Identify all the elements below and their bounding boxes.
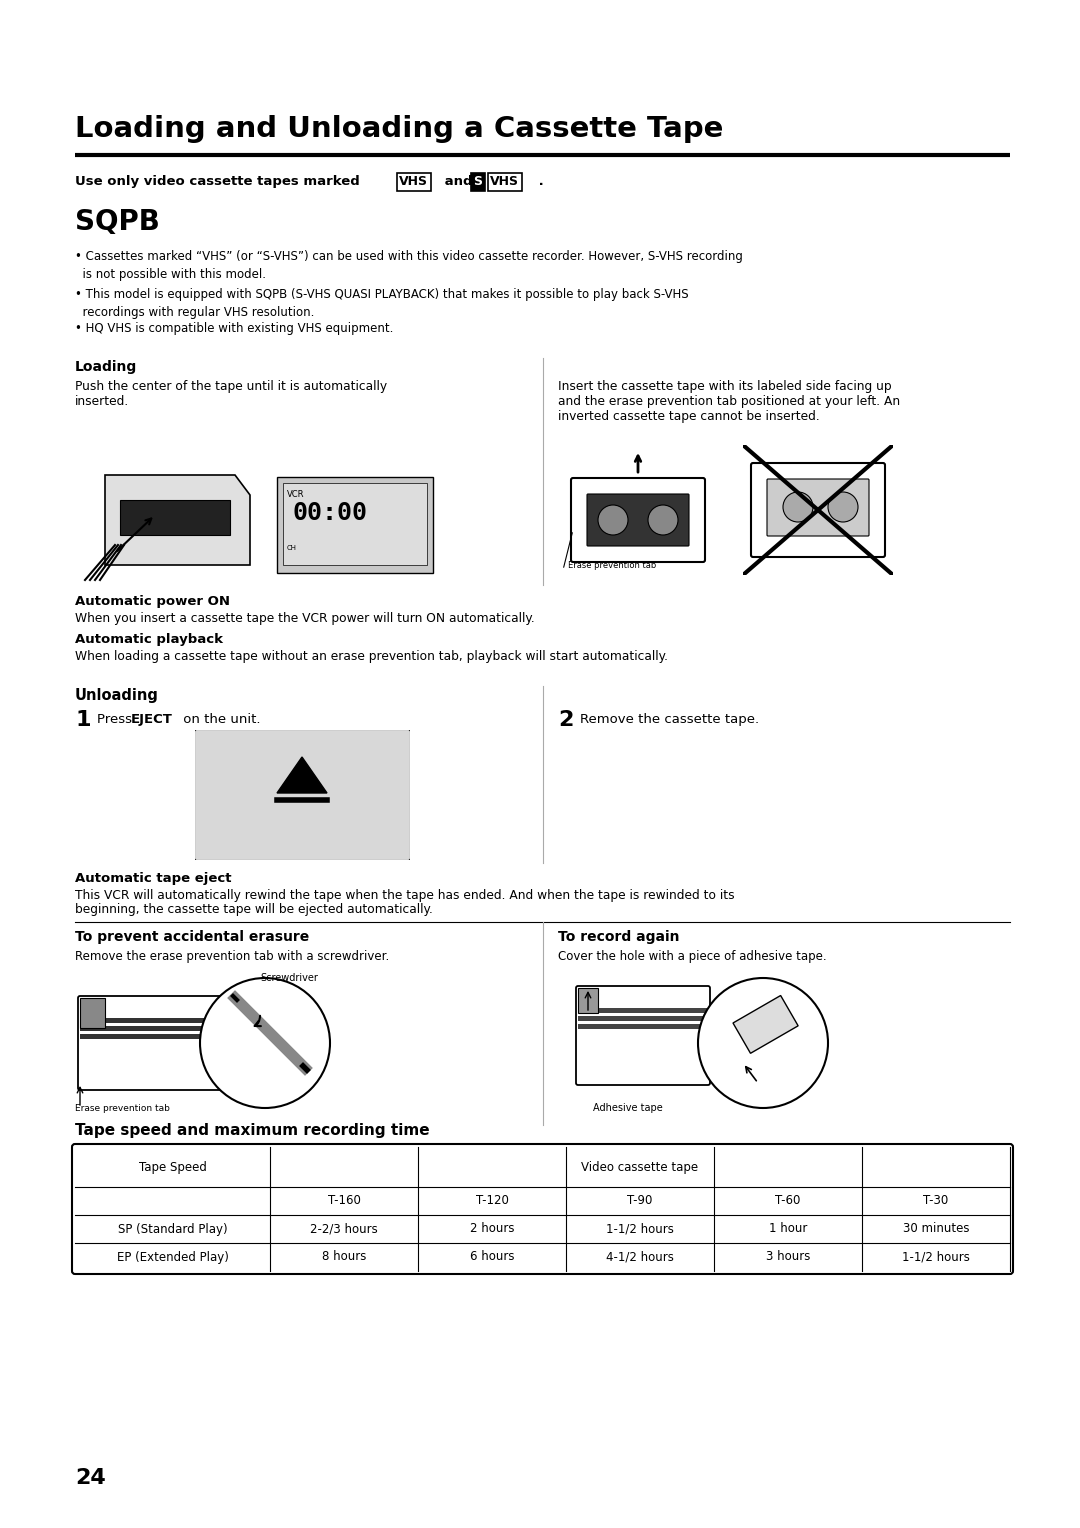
Text: Remove the cassette tape.: Remove the cassette tape. — [580, 714, 759, 726]
Text: 1 hour: 1 hour — [769, 1222, 807, 1236]
Text: T-120: T-120 — [475, 1195, 509, 1207]
Text: Cover the hole with a piece of adhesive tape.: Cover the hole with a piece of adhesive … — [558, 950, 826, 963]
Text: T-160: T-160 — [327, 1195, 361, 1207]
Text: T-60: T-60 — [775, 1195, 800, 1207]
Text: • This model is equipped with SQPB (S-VHS QUASI PLAYBACK) that makes it possible: • This model is equipped with SQPB (S-VH… — [75, 287, 689, 301]
Text: Use only video cassette tapes marked: Use only video cassette tapes marked — [75, 176, 369, 188]
Text: Automatic power ON: Automatic power ON — [75, 594, 230, 608]
Text: When you insert a cassette tape the VCR power will turn ON automatically.: When you insert a cassette tape the VCR … — [75, 613, 535, 625]
Text: Press: Press — [97, 714, 136, 726]
Text: recordings with regular VHS resolution.: recordings with regular VHS resolution. — [75, 306, 314, 319]
Text: is not possible with this model.: is not possible with this model. — [75, 267, 266, 281]
Text: 1-1/2 hours: 1-1/2 hours — [902, 1250, 970, 1264]
Text: Video cassette tape: Video cassette tape — [581, 1160, 699, 1174]
Text: 30 minutes: 30 minutes — [903, 1222, 969, 1236]
Text: • Cassettes marked “VHS” (or “S-VHS”) can be used with this video cassette recor: • Cassettes marked “VHS” (or “S-VHS”) ca… — [75, 251, 743, 263]
Text: VHS: VHS — [490, 176, 519, 188]
FancyBboxPatch shape — [72, 1144, 1013, 1274]
Text: Tape speed and maximum recording time: Tape speed and maximum recording time — [75, 1123, 430, 1138]
Text: Loading: Loading — [75, 361, 137, 374]
Text: Push the center of the tape until it is automatically: Push the center of the tape until it is … — [75, 380, 387, 393]
Text: Insert the cassette tape with its labeled side facing up: Insert the cassette tape with its labele… — [558, 380, 892, 393]
Text: To record again: To record again — [558, 931, 679, 944]
Text: SP (Standard Play): SP (Standard Play) — [118, 1222, 227, 1236]
Text: This VCR will automatically rewind the tape when the tape has ended. And when th: This VCR will automatically rewind the t… — [75, 889, 734, 902]
Text: on the unit.: on the unit. — [179, 714, 260, 726]
Text: VHS: VHS — [399, 176, 428, 188]
Text: 2-2/3 hours: 2-2/3 hours — [310, 1222, 378, 1236]
Text: 24: 24 — [75, 1468, 106, 1488]
Text: 2 hours: 2 hours — [470, 1222, 514, 1236]
Text: EJECT: EJECT — [131, 714, 173, 726]
Text: inverted cassette tape cannot be inserted.: inverted cassette tape cannot be inserte… — [558, 410, 820, 423]
Text: Remove the erase prevention tab with a screwdriver.: Remove the erase prevention tab with a s… — [75, 950, 389, 963]
Text: Automatic tape eject: Automatic tape eject — [75, 872, 231, 885]
Text: SQPB: SQPB — [75, 208, 160, 235]
Text: 8 hours: 8 hours — [322, 1250, 366, 1264]
Text: .: . — [534, 176, 543, 188]
Text: To prevent accidental erasure: To prevent accidental erasure — [75, 931, 309, 944]
Text: 2: 2 — [558, 711, 573, 730]
Text: T-90: T-90 — [627, 1195, 652, 1207]
Text: inserted.: inserted. — [75, 396, 130, 408]
Text: 3 hours: 3 hours — [766, 1250, 810, 1264]
Text: Tape Speed: Tape Speed — [138, 1160, 206, 1174]
Text: 4-1/2 hours: 4-1/2 hours — [606, 1250, 674, 1264]
Text: Loading and Unloading a Cassette Tape: Loading and Unloading a Cassette Tape — [75, 115, 724, 144]
Text: and: and — [440, 176, 477, 188]
Text: EP (Extended Play): EP (Extended Play) — [117, 1250, 229, 1264]
Text: 1-1/2 hours: 1-1/2 hours — [606, 1222, 674, 1236]
Text: S: S — [473, 176, 482, 188]
Text: Unloading: Unloading — [75, 688, 159, 703]
Text: 1: 1 — [75, 711, 91, 730]
Text: and the erase prevention tab positioned at your left. An: and the erase prevention tab positioned … — [558, 396, 900, 408]
Text: When loading a cassette tape without an erase prevention tab, playback will star: When loading a cassette tape without an … — [75, 649, 669, 663]
Text: beginning, the cassette tape will be ejected automatically.: beginning, the cassette tape will be eje… — [75, 903, 433, 915]
Text: 6 hours: 6 hours — [470, 1250, 514, 1264]
Text: T-30: T-30 — [923, 1195, 948, 1207]
Text: • HQ VHS is compatible with existing VHS equipment.: • HQ VHS is compatible with existing VHS… — [75, 322, 393, 335]
Text: Automatic playback: Automatic playback — [75, 633, 222, 646]
